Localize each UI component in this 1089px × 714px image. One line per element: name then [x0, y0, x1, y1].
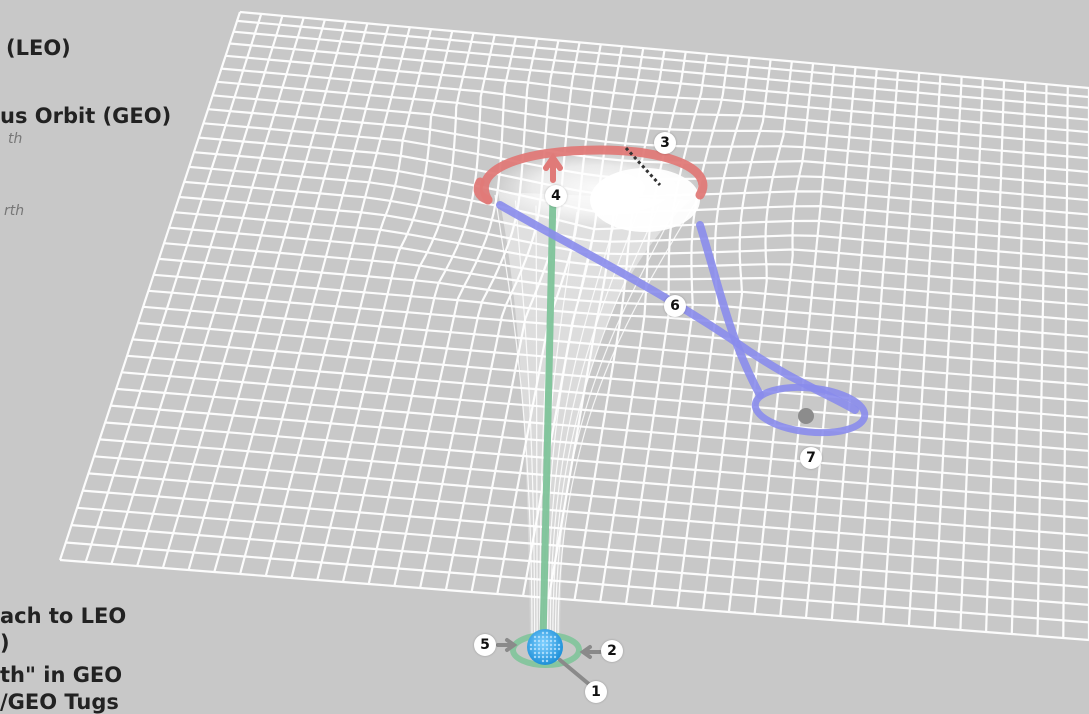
earth-dot	[546, 632, 548, 634]
earth-dot	[546, 660, 548, 662]
earth-dot	[542, 644, 544, 646]
earth-dot	[542, 652, 544, 654]
earth-dot	[550, 652, 552, 654]
marker-5: 5	[474, 634, 496, 656]
earth-dot	[546, 640, 548, 642]
earth-dot	[538, 644, 540, 646]
earth-dot	[542, 660, 544, 662]
earth-dot	[534, 640, 536, 642]
earth-dot	[534, 656, 536, 658]
earth-dot	[534, 648, 536, 650]
earth-dot	[534, 636, 536, 638]
earth-dot	[546, 652, 548, 654]
legend-leo-label: (LEO)	[6, 36, 71, 60]
earth-dot	[554, 640, 556, 642]
earth-dot	[558, 644, 560, 646]
legend-bottom-line1: ach to LEO	[0, 604, 126, 628]
earth-dot	[550, 656, 552, 658]
earth-dot	[542, 648, 544, 650]
marker-4: 4	[545, 185, 567, 207]
earth-dot	[534, 652, 536, 654]
earth-dot	[538, 652, 540, 654]
earth-dot	[558, 648, 560, 650]
earth-dot	[530, 644, 532, 646]
earth-dot	[554, 652, 556, 654]
earth-dot	[550, 644, 552, 646]
earth-dot	[542, 636, 544, 638]
earth-dot	[554, 656, 556, 658]
earth-dot	[550, 636, 552, 638]
legend-bottom-line4: /GEO Tugs	[0, 690, 119, 714]
earth-dot	[538, 640, 540, 642]
legend-bottom-line2: )	[0, 631, 10, 655]
marker-3: 3	[654, 132, 676, 154]
earth-dot	[554, 648, 556, 650]
legend-geo-label: us Orbit (GEO)	[0, 104, 171, 128]
earth-dot	[546, 648, 548, 650]
earth-dot	[534, 644, 536, 646]
earth-dot	[554, 644, 556, 646]
earth-dot	[542, 656, 544, 658]
earth-dot	[538, 636, 540, 638]
earth-icon	[527, 629, 563, 665]
earth-dot	[550, 648, 552, 650]
marker-7: 7	[800, 447, 822, 469]
earth-dot	[546, 656, 548, 658]
moon-icon	[798, 408, 814, 424]
earth-dot	[542, 632, 544, 634]
earth-dot	[546, 644, 548, 646]
earth-dot	[554, 636, 556, 638]
earth-dot	[542, 640, 544, 642]
earth-dot	[538, 656, 540, 658]
legend-geo-sub2: rth	[4, 203, 24, 219]
marker-2: 2	[601, 640, 623, 662]
earth-dot	[546, 636, 548, 638]
marker-6: 6	[664, 295, 686, 317]
earth-dot	[530, 648, 532, 650]
marker-1: 1	[585, 681, 607, 703]
earth-dot	[538, 648, 540, 650]
earth-dot	[550, 640, 552, 642]
legend-geo-sub1: th	[8, 131, 22, 147]
legend-bottom-line3: th" in GEO	[0, 663, 122, 687]
